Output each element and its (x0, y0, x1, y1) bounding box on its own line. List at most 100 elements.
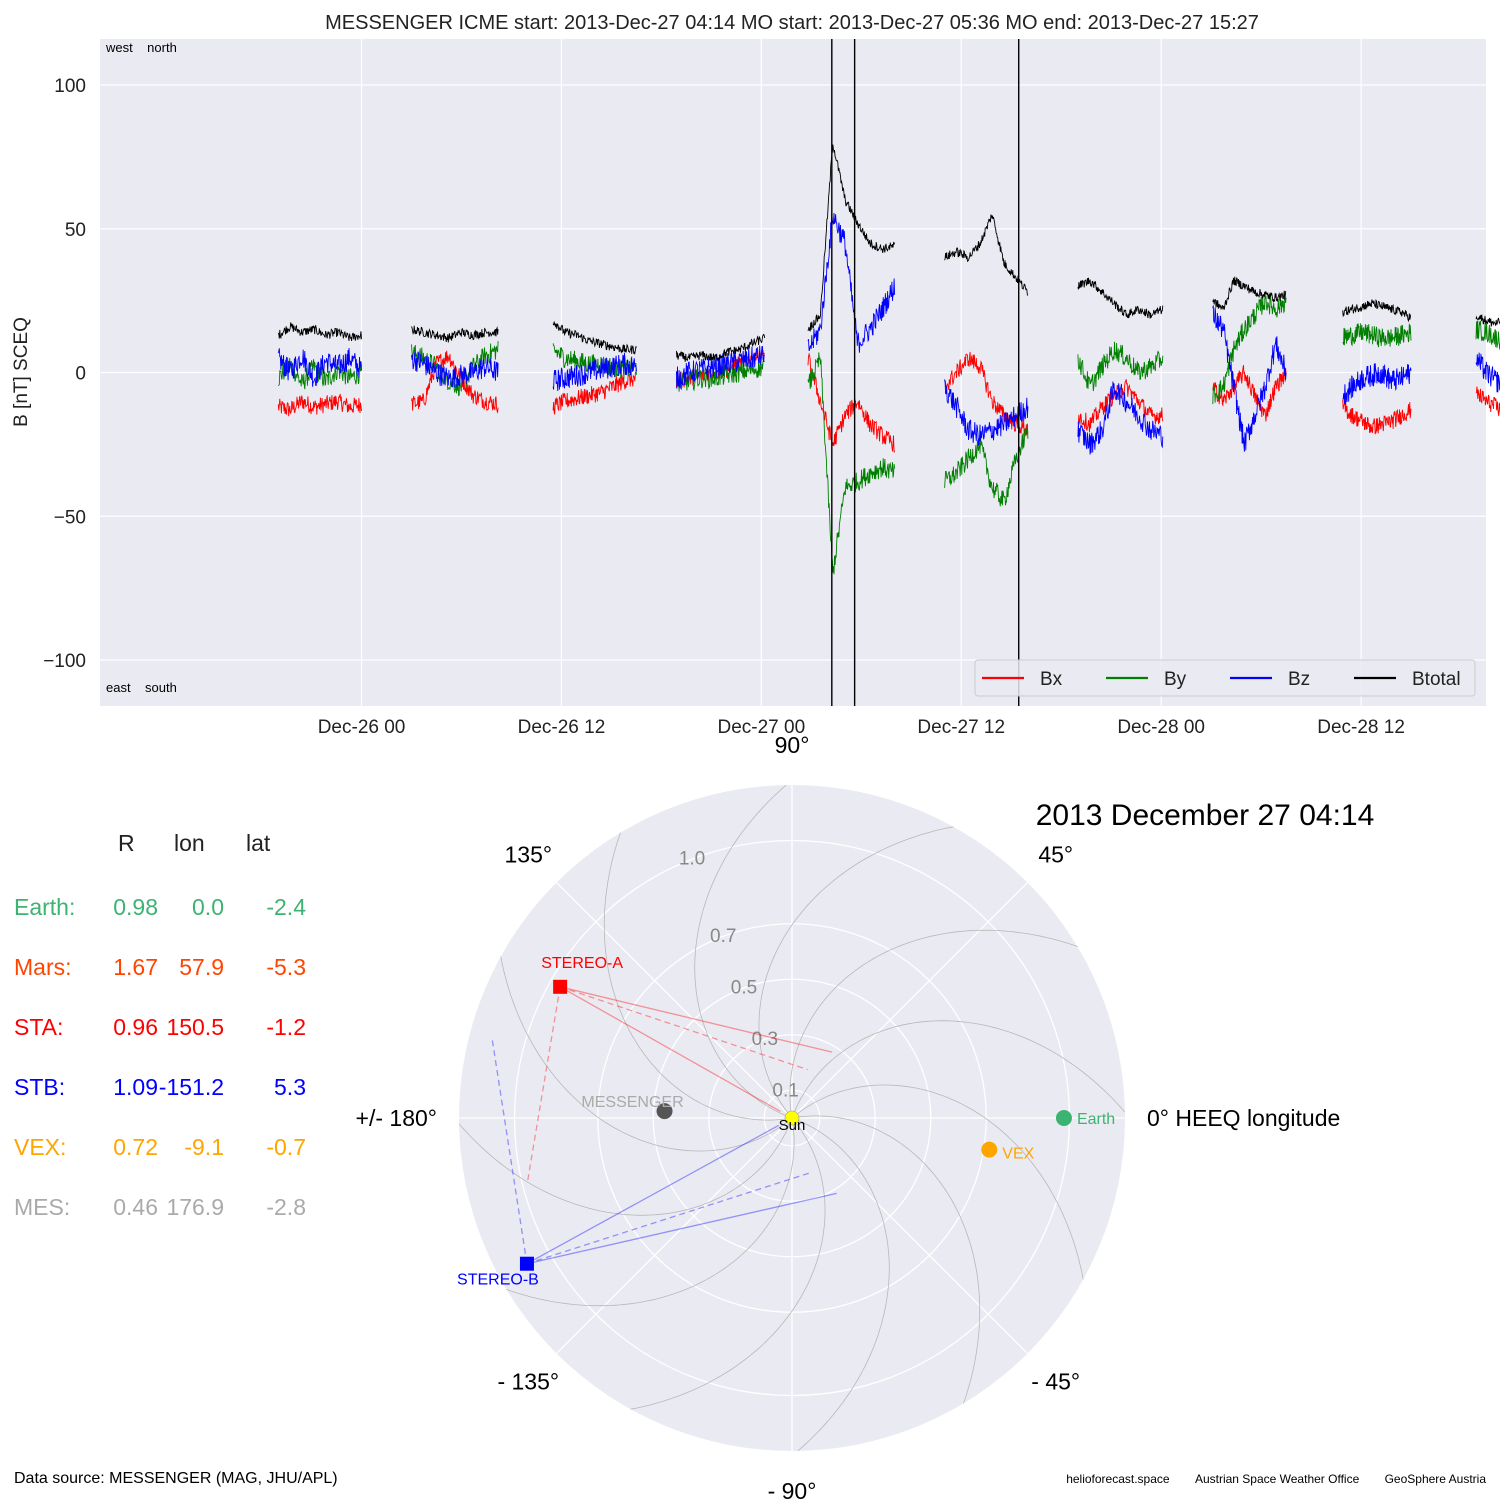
parker-spiral-line (791, 1020, 1126, 1119)
value-lon: 150.5 (166, 1014, 224, 1040)
y-tick-label: 50 (65, 220, 86, 241)
parker-spiral-line (603, 832, 793, 1121)
radial-tick-label: 0.5 (731, 977, 757, 998)
timeseries-title: MESSENGER ICME start: 2013-Dec-27 04:14 … (325, 12, 1259, 34)
series-line-btotal (944, 214, 1029, 296)
label-vex: VEX (1002, 1146, 1034, 1163)
series-line-by (807, 352, 896, 575)
series-line-bx (552, 369, 637, 415)
series-line-bx (807, 352, 896, 453)
data-source-label: Data source: MESSENGER (MAG, JHU/APL) (14, 1470, 338, 1487)
label-stereo-b: STEREO-B (457, 1272, 539, 1289)
marker-stereo-b (519, 1256, 534, 1271)
angle-label: +/- 180° (356, 1105, 437, 1131)
parker-spiral-line (458, 1117, 793, 1216)
body-name: STA: (14, 1014, 64, 1040)
value-r: 1.09 (113, 1074, 158, 1100)
timeseries-series (277, 144, 1500, 575)
series-line-btotal (277, 322, 362, 341)
angle-label: 0° HEEQ longitude (1147, 1105, 1340, 1131)
value-lat: -0.7 (266, 1134, 306, 1160)
angle-label: - 90° (768, 1478, 817, 1500)
table-header-lon: lon (174, 830, 205, 856)
series-line-btotal (807, 144, 896, 332)
parker-spiral-line (500, 956, 793, 1152)
series-line-btotal (1212, 276, 1287, 310)
legend-box (974, 659, 1476, 697)
series-line-bz (675, 345, 765, 390)
x-tick-label: Dec-28 00 (1117, 717, 1205, 738)
legend-label-bz: Bz (1288, 669, 1310, 690)
marker-vex (981, 1141, 998, 1158)
series-line-bx (1342, 399, 1412, 435)
series-line-btotal (1475, 314, 1500, 328)
body-name: VEX: (14, 1134, 67, 1160)
body-name: Earth: (14, 894, 76, 920)
fov-line-stereo-a (559, 986, 781, 1113)
credit-aswo: Austrian Space Weather Office (1194, 1472, 1360, 1486)
series-line-btotal (552, 321, 637, 356)
polar-bodies: Earth VEX MESSENGER STEREO-A STEREO-B Sun (457, 955, 1115, 1289)
marker-earth (1055, 1110, 1072, 1126)
value-lon: 57.9 (179, 954, 224, 980)
table-row: Earth: 0.98 0.0 -2.4 (14, 894, 314, 924)
parker-spiral-line (630, 1117, 826, 1410)
polar-grid (459, 785, 1125, 1451)
event-lines (831, 39, 1020, 706)
parker-spiral-line (791, 1115, 981, 1404)
fov-line-stereo-a (559, 986, 833, 1053)
timeseries-x-ticks: Dec-26 00 Dec-26 12 Dec-27 00 Dec-27 12 Dec-… (318, 717, 1405, 738)
timeseries-y-ticks: 100 50 0 −50 −100 (43, 76, 86, 672)
stereo-fields-of-view (491, 986, 837, 1265)
x-tick-label: Dec-27 00 (718, 717, 806, 738)
x-tick-label: Dec-26 12 (518, 717, 606, 738)
series-line-bz (807, 212, 896, 353)
angular-gridline (556, 882, 793, 1119)
radial-tick-label: 1.0 (679, 849, 705, 870)
y-tick-label: −50 (54, 507, 86, 528)
angular-gridline (791, 1117, 1028, 1354)
series-line-btotal (1077, 277, 1164, 319)
series-line-bz (1475, 352, 1500, 393)
angular-gridline (556, 1117, 793, 1354)
angle-label: - 135° (497, 1369, 559, 1395)
angle-label: 45° (1038, 841, 1073, 867)
angle-label: - 45° (1031, 1369, 1080, 1395)
series-line-bz (277, 347, 362, 387)
credit-geosphere: GeoSphere Austria (1384, 1472, 1486, 1486)
parker-spiral-line (694, 784, 793, 1119)
parker-spiral-line (791, 1117, 890, 1452)
series-line-by (1475, 320, 1500, 350)
corner-label-top: west north (105, 40, 177, 55)
series-line-bx (1475, 386, 1500, 417)
legend-label-bx: Bx (1040, 669, 1063, 690)
series-line-by (277, 357, 362, 390)
fov-line-stereo-a (559, 986, 808, 1071)
series-line-by (944, 423, 1029, 507)
series-line-btotal (1342, 298, 1412, 323)
fov-line-stereo-b (526, 1192, 837, 1265)
body-name: Mars: (14, 954, 72, 980)
fov-line-stereo-b (491, 1039, 528, 1264)
series-line-by (1342, 323, 1412, 348)
parker-spiral-line (758, 826, 954, 1119)
legend-label-by: By (1164, 669, 1187, 690)
sun-label: Sun (779, 1117, 806, 1134)
timeseries-y-axis-label: B [nT] SCEQ (11, 317, 32, 427)
parker-spiral-line (506, 1117, 795, 1307)
table-row: Mars: 1.67 57.9 -5.3 (14, 954, 314, 984)
credit-helioforecast: helioforecast.space (1066, 1472, 1170, 1486)
series-line-by (1077, 341, 1164, 392)
value-r: 0.98 (113, 894, 158, 920)
value-r: 0.72 (113, 1134, 158, 1160)
parker-spiral-line (791, 1084, 1084, 1280)
marker-messenger (656, 1103, 673, 1120)
table-header-r: R (118, 830, 135, 856)
y-tick-label: −100 (43, 651, 86, 672)
parker-spirals (458, 784, 1126, 1452)
fov-line-stereo-a (526, 986, 561, 1184)
polar-angle-labels: 0° HEEQ longitude 45° 90° 135° +/- 180° - 135… (356, 732, 1341, 1500)
table-row: VEX: 0.72 -9.1 -0.7 (14, 1134, 314, 1164)
credits: helioforecast.space Austrian Space Weath… (1044, 1472, 1486, 1486)
